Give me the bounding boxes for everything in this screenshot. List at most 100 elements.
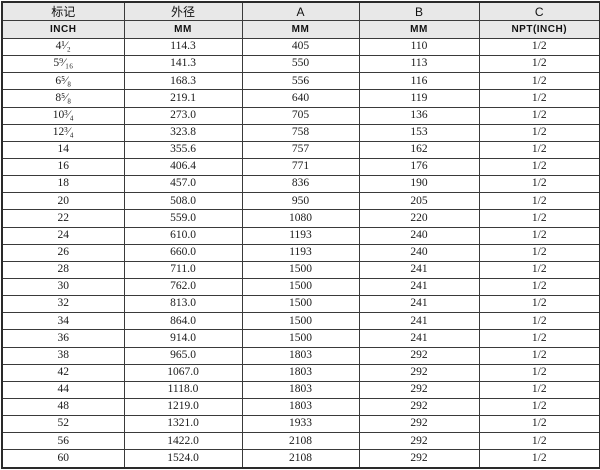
table-cell-dimension-b-mm: 292 [358,397,480,417]
table-cell-dimension-c-npt: 1/2 [478,432,600,451]
table-row: 6⁵⁄₈ 168.3 556 116 1/2 [1,72,600,91]
table-cell-outer-diameter-mm: 813.0 [123,295,243,314]
table-row: 48 1219.0 1803 292 1/2 [1,397,600,417]
table-row: 24 610.0 1193 240 1/2 [1,226,600,245]
table-cell-dimension-b-mm: 240 [358,243,480,262]
table-row: 38 965.0 1803 292 1/2 [1,346,600,365]
table-cell-dimension-b-mm: 113 [358,55,480,74]
table-cell-outer-diameter-mm: 711.0 [123,260,243,279]
table-cell-dimension-a-mm: 1500 [241,277,360,297]
table-cell-mark-inch: 38 [1,346,125,365]
table-cell-dimension-b-mm: 162 [358,140,480,159]
table-cell-mark-inch: 36 [1,329,125,348]
table-cell-outer-diameter-mm: 273.0 [123,106,243,125]
table-cell-outer-diameter-mm: 660.0 [123,243,243,262]
table-cell-dimension-b-mm: 153 [358,123,480,142]
unit-header-mm-od: MM [123,20,243,39]
table-row: 26 660.0 1193 240 1/2 [1,243,600,262]
col-header-b: B [358,1,480,21]
table-cell-dimension-b-mm: 241 [358,260,480,279]
table-cell-mark-inch: 22 [1,209,125,228]
table-cell-mark-inch: 44 [1,380,125,399]
table-cell-dimension-c-npt: 1/2 [478,329,600,348]
table-cell-dimension-c-npt: 1/2 [478,140,600,159]
table-row: 44 1118.0 1803 292 1/2 [1,380,600,399]
table-cell-mark-inch: 56 [1,432,125,451]
header-row-titles: 标记 外径 A B C [1,1,600,21]
table-cell-mark-inch: 34 [1,312,125,331]
table-cell-outer-diameter-mm: 141.3 [123,55,243,74]
table-cell-dimension-a-mm: 836 [241,175,360,194]
table-cell-dimension-a-mm: 640 [241,89,360,108]
table-cell-dimension-a-mm: 950 [241,192,360,211]
col-header-c: C [478,1,600,21]
table-cell-dimension-a-mm: 1500 [241,312,360,331]
table-row: 10³⁄₄ 273.0 705 136 1/2 [1,106,600,125]
table-cell-dimension-c-npt: 1/2 [478,89,600,108]
table-cell-dimension-b-mm: 119 [358,89,480,108]
table-cell-outer-diameter-mm: 1219.0 [123,397,243,417]
table-cell-outer-diameter-mm: 355.6 [123,140,243,159]
table-cell-mark-inch: 20 [1,192,125,211]
table-cell-dimension-c-npt: 1/2 [478,243,600,262]
col-header-mark: 标记 [1,1,125,21]
table-cell-dimension-b-mm: 190 [358,175,480,194]
table-cell-dimension-a-mm: 757 [241,140,360,159]
table-row: 18 457.0 836 190 1/2 [1,175,600,194]
table-cell-mark-inch: 26 [1,243,125,262]
table-cell-mark-inch: 4¹⁄₂ [1,37,125,57]
table-cell-outer-diameter-mm: 1422.0 [123,432,243,451]
table-cell-dimension-a-mm: 1500 [241,260,360,279]
table-cell-dimension-a-mm: 550 [241,55,360,74]
table-cell-dimension-c-npt: 1/2 [478,123,600,142]
col-header-a: A [241,1,360,21]
table-cell-dimension-c-npt: 1/2 [478,226,600,245]
table-cell-outer-diameter-mm: 114.3 [123,37,243,57]
table-cell-dimension-c-npt: 1/2 [478,346,600,365]
table-cell-dimension-c-npt: 1/2 [478,312,600,331]
table-cell-mark-inch: 32 [1,295,125,314]
table-cell-dimension-c-npt: 1/2 [478,106,600,125]
table-cell-dimension-a-mm: 1193 [241,243,360,262]
table-cell-dimension-c-npt: 1/2 [478,277,600,297]
table-cell-dimension-b-mm: 292 [358,363,480,382]
table-cell-outer-diameter-mm: 610.0 [123,226,243,245]
table-cell-dimension-b-mm: 292 [358,449,480,469]
table-cell-dimension-a-mm: 1803 [241,397,360,417]
table-row: 28 711.0 1500 241 1/2 [1,260,600,279]
table-cell-dimension-a-mm: 1193 [241,226,360,245]
table-cell-mark-inch: 24 [1,226,125,245]
table-cell-outer-diameter-mm: 323.8 [123,123,243,142]
table-cell-mark-inch: 18 [1,175,125,194]
table-cell-dimension-a-mm: 705 [241,106,360,125]
table-row: 60 1524.0 2108 292 1/2 [1,449,600,469]
table-cell-dimension-a-mm: 556 [241,72,360,91]
table-cell-mark-inch: 28 [1,260,125,279]
table-cell-outer-diameter-mm: 168.3 [123,72,243,91]
table-cell-dimension-b-mm: 136 [358,106,480,125]
table-cell-mark-inch: 10³⁄₄ [1,106,125,125]
table-cell-dimension-a-mm: 1500 [241,329,360,348]
table-cell-mark-inch: 42 [1,363,125,382]
table-row: 30 762.0 1500 241 1/2 [1,277,600,297]
table-cell-dimension-c-npt: 1/2 [478,380,600,399]
table-cell-outer-diameter-mm: 1321.0 [123,415,243,434]
table-cell-dimension-a-mm: 2108 [241,449,360,469]
table-cell-dimension-a-mm: 405 [241,37,360,57]
table-row: 8⁵⁄₈ 219.1 640 119 1/2 [1,89,600,108]
table-cell-outer-diameter-mm: 965.0 [123,346,243,365]
table-row: 52 1321.0 1933 292 1/2 [1,415,600,434]
table-cell-dimension-b-mm: 241 [358,329,480,348]
table-cell-dimension-a-mm: 2108 [241,432,360,451]
table-cell-dimension-c-npt: 1/2 [478,157,600,177]
table-row: 5⁹⁄₁₆ 141.3 550 113 1/2 [1,55,600,74]
table-cell-dimension-c-npt: 1/2 [478,192,600,211]
table-row: 14 355.6 757 162 1/2 [1,140,600,159]
table-cell-outer-diameter-mm: 219.1 [123,89,243,108]
unit-header-mm-a: MM [241,20,360,39]
table-cell-dimension-b-mm: 241 [358,312,480,331]
table-cell-dimension-b-mm: 176 [358,157,480,177]
col-header-outer-diameter: 外径 [123,1,243,21]
